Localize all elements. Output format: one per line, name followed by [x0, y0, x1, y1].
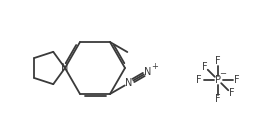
Text: F: F: [202, 62, 207, 72]
Text: F: F: [229, 88, 234, 98]
Text: −: −: [220, 70, 227, 79]
Text: +: +: [151, 62, 157, 71]
Text: F: F: [196, 75, 202, 85]
Text: N: N: [125, 78, 133, 88]
Text: N: N: [144, 67, 152, 77]
Text: F: F: [215, 56, 221, 66]
Text: F: F: [215, 94, 221, 104]
Text: P: P: [215, 75, 221, 85]
Text: N: N: [61, 63, 69, 73]
Text: F: F: [234, 75, 240, 85]
